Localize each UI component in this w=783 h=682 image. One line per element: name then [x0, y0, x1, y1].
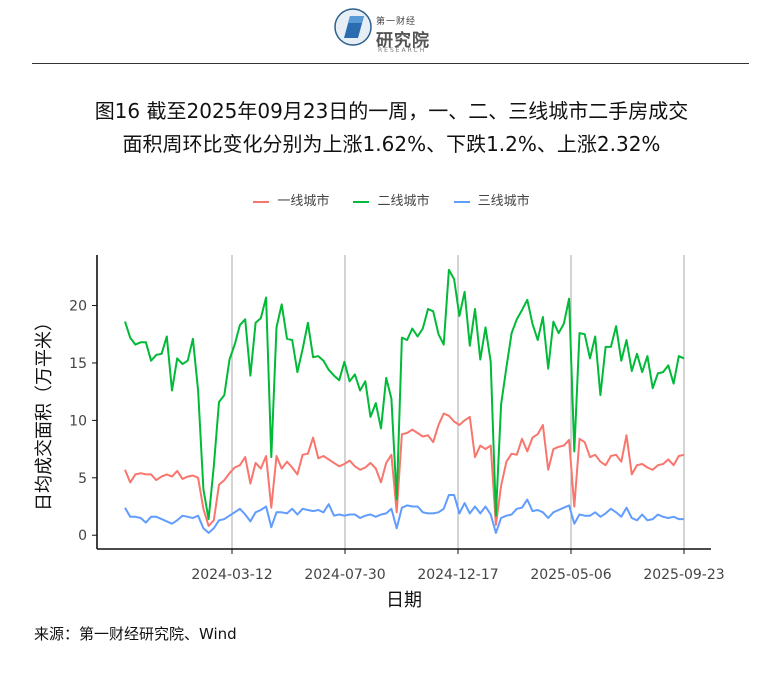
y-tick-label: 5: [78, 471, 87, 487]
x-tick-label: 2025-05-06: [530, 567, 611, 583]
logo-en-text: RESEARCH: [378, 47, 427, 54]
legend-item-tier2: 二线城市: [353, 190, 430, 209]
legend-swatch-tier2: [353, 200, 370, 203]
legend-swatch-tier1: [253, 200, 270, 203]
y-tick-label: 15: [69, 356, 87, 372]
y-tick-label: 0: [78, 528, 87, 544]
series-line-3: [124, 494, 684, 534]
legend-item-tier3: 三线城市: [453, 190, 530, 209]
logo: 第一财经 研究院 RESEARCH: [334, 6, 444, 56]
chart-title-line-2: 面积周环比变化分别为上涨1.62%、下跌1.2%、上涨2.32%: [122, 132, 661, 156]
y-tick-label: 10: [69, 413, 87, 429]
legend-label-tier1: 一线城市: [277, 194, 330, 209]
series-line-1: [124, 412, 685, 527]
legend-label-tier3: 三线城市: [477, 194, 530, 209]
x-tick-label: 2025-09-23: [643, 567, 724, 583]
y-axis-title: 日均成交面积（万平米）: [34, 313, 55, 511]
logo-emblem-icon: [334, 8, 372, 46]
y-tick-label: 20: [69, 299, 87, 315]
x-tick-label: 2024-03-12: [191, 567, 272, 583]
source-note: 来源：第一财经研究院、Wind: [34, 625, 237, 643]
legend-label-tier2: 二线城市: [377, 194, 430, 209]
chart-title-line-1: 图16 截至2025年09月23日的一周，一、二、三线城市二手房成交: [94, 99, 689, 123]
series-line-2: [124, 268, 685, 521]
x-tick-label: 2024-07-30: [304, 567, 385, 583]
legend-swatch-tier3: [453, 200, 470, 203]
header-divider: [32, 63, 749, 64]
logo-small-text: 第一财经: [376, 17, 417, 27]
logo-main-text: 研究院: [376, 31, 430, 51]
legend-item-tier1: 一线城市: [253, 190, 329, 209]
x-tick-label: 2024-12-17: [417, 567, 498, 583]
x-axis-title: 日期: [386, 590, 422, 611]
chart-title: 图16 截至2025年09月23日的一周，一、二、三线城市二手房成交 面积周环比…: [0, 95, 783, 161]
chart-legend: 一线城市 二线城市 三线城市: [0, 190, 783, 209]
